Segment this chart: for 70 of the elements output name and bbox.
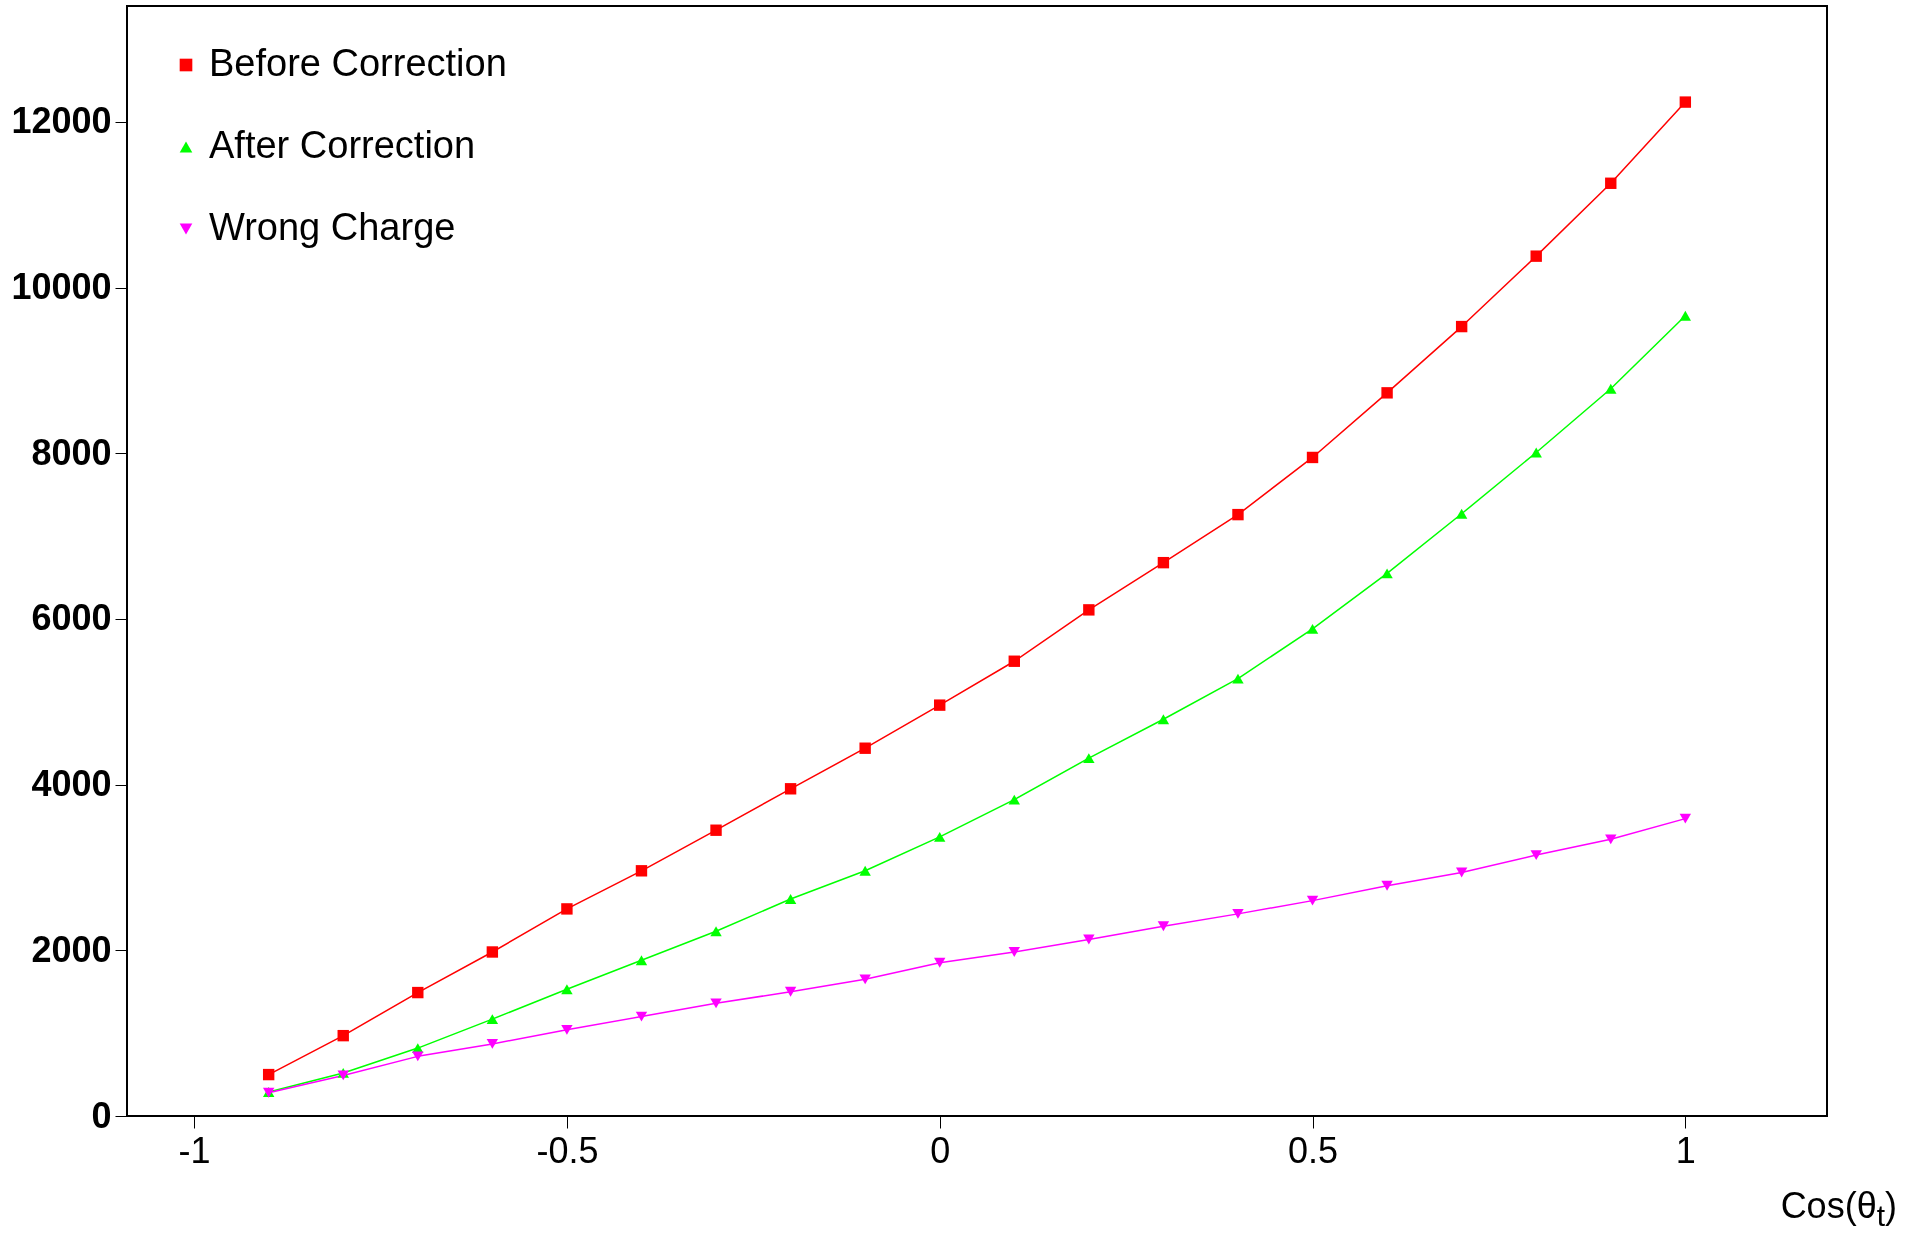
point: [1605, 177, 1617, 189]
point: [1530, 850, 1542, 860]
y-tick-label: 0: [91, 1094, 112, 1136]
point: [561, 903, 573, 915]
y-tick-label: 8000: [31, 431, 112, 473]
x-tick-label: -1: [178, 1129, 211, 1171]
point: [859, 742, 871, 754]
point: [1530, 250, 1542, 262]
legend-label: After Correction: [209, 124, 476, 166]
point: [710, 926, 722, 937]
point: [1157, 556, 1170, 569]
y-tick-label: 12000: [11, 100, 112, 142]
point: [412, 1051, 424, 1062]
x-tick-label: -0.5: [536, 1129, 599, 1171]
point: [1232, 673, 1244, 684]
point: [1008, 794, 1020, 805]
point: [1232, 508, 1244, 521]
point: [1008, 947, 1020, 957]
point: [1679, 96, 1692, 108]
point: [1306, 451, 1319, 464]
point: [1381, 387, 1393, 399]
x-tick-label: 0.5: [1288, 1129, 1339, 1171]
point: [1455, 320, 1468, 333]
point: [1530, 447, 1542, 458]
point: [1157, 921, 1170, 932]
point: [784, 783, 797, 795]
point: [1381, 568, 1393, 579]
legend-label: Before Correction: [209, 42, 507, 84]
point: [1232, 908, 1244, 919]
point: [710, 824, 722, 836]
point: [486, 1014, 499, 1025]
point: [859, 865, 871, 876]
x-tick-label: 0: [930, 1129, 951, 1171]
point: [412, 986, 424, 999]
point: [934, 699, 946, 711]
point: [561, 1024, 573, 1035]
point: [635, 865, 648, 877]
point: [934, 831, 946, 842]
y-tick-label: 2000: [31, 928, 112, 970]
x-tick-label: 1: [1675, 1129, 1696, 1171]
point: [262, 1068, 275, 1081]
point: [1679, 310, 1692, 321]
point: [710, 998, 722, 1009]
point: [784, 894, 797, 904]
point: [635, 1011, 648, 1022]
point: [486, 1039, 499, 1049]
point: [1083, 753, 1095, 764]
point: [1381, 880, 1393, 891]
point: [1008, 655, 1020, 667]
point: [1306, 623, 1319, 634]
point: [1083, 934, 1095, 945]
point: [784, 986, 797, 997]
point: [1083, 604, 1095, 616]
point: [1605, 383, 1617, 394]
point: [635, 955, 648, 966]
y-tick-label: 10000: [11, 266, 112, 308]
point: [1157, 714, 1170, 725]
point: [934, 957, 946, 968]
legend-label: Wrong Charge: [209, 206, 456, 248]
point: [561, 984, 573, 995]
point: [1679, 813, 1692, 824]
y-tick-label: 6000: [31, 597, 112, 639]
point: [486, 946, 499, 958]
point: [337, 1029, 349, 1042]
x-axis-title: Cos(θ$_{t}$): [1780, 1185, 1897, 1234]
point: [1455, 508, 1468, 519]
point: [859, 974, 871, 985]
point: [1605, 834, 1617, 845]
y-tick-label: 4000: [31, 763, 112, 805]
point: [1306, 895, 1319, 906]
